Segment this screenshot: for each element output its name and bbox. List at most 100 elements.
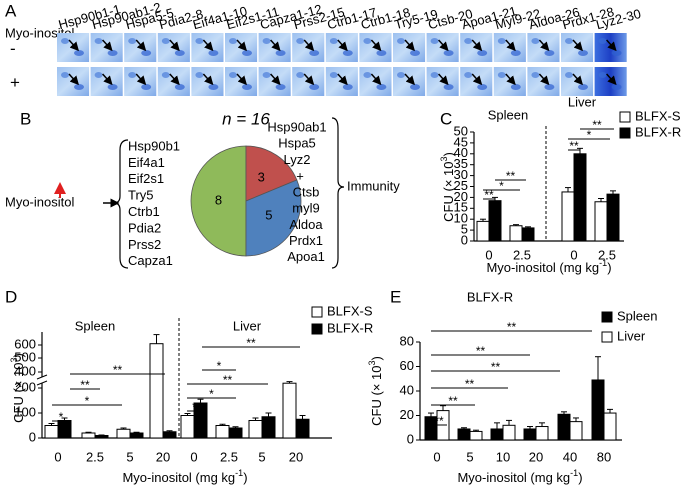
legend-label: BLFX-S: [327, 303, 373, 318]
gel-blob: [510, 84, 521, 90]
y-axis-label-part: ): [369, 356, 384, 360]
x-tick-label: 0: [485, 247, 492, 262]
y-tick-label: 80: [400, 333, 414, 348]
group-title: Spleen: [488, 107, 528, 122]
bar: [606, 193, 620, 242]
x-tick-label: 0: [190, 449, 197, 464]
gel-spot: [359, 67, 392, 96]
spot-arrow: [538, 39, 550, 52]
gel-blob: [128, 38, 137, 44]
spot-arrow: [572, 39, 584, 52]
gene-label: Lyz2: [284, 152, 311, 167]
spot-arrow: [606, 39, 617, 52]
gel-blob: [242, 50, 252, 56]
gel-spot: [191, 67, 224, 96]
gel-blob: [107, 50, 118, 56]
bar: [594, 201, 608, 242]
y-axis-label-part: ): [11, 353, 26, 357]
x-tick-label: 5: [126, 449, 133, 464]
gel-blob: [430, 38, 439, 44]
gel-blob: [229, 72, 237, 78]
spot-arrow: [270, 39, 281, 52]
y-tick-label: 15: [454, 200, 468, 215]
x-tick-label: 0: [54, 449, 61, 464]
x-tick-label: 2.5: [513, 247, 531, 262]
y-tick-label: 20: [400, 407, 414, 422]
y-tick-label: 500: [14, 349, 36, 364]
y-axis-label: CFU (× 103): [9, 353, 26, 423]
x-axis-label-part: Myo-inositol (mg kg: [486, 260, 599, 275]
gel-blob: [141, 84, 152, 90]
bar: [469, 430, 483, 441]
legend-swatch: [601, 311, 613, 323]
gel-blob: [397, 38, 405, 44]
gel-spot: [393, 33, 426, 62]
gel-spot: [561, 67, 594, 96]
gel-blob: [195, 72, 204, 78]
y-tick-label: 200: [14, 379, 36, 394]
pie-slice: [190, 145, 247, 257]
spot-arrow: [538, 73, 550, 86]
bar: [573, 153, 587, 242]
gel-spot: [258, 67, 291, 96]
spot-arrow: [135, 73, 147, 86]
y-axis-label-part: CFU (× 10: [11, 363, 26, 423]
y-axis-label-part: ): [441, 152, 456, 156]
gene-label: Hsp90ab1: [267, 119, 326, 134]
axis-break: [36, 374, 48, 380]
gel-blob: [262, 72, 271, 78]
gel-blob: [477, 50, 488, 56]
gene-label: Ctrb1: [128, 204, 160, 219]
gene-label: Hspa5: [278, 136, 316, 151]
y-tick-label: 0: [407, 431, 414, 446]
gel-blob: [74, 84, 84, 90]
x-axis-label: Myo-inositol (mg kg-1): [457, 468, 582, 485]
panel-label: E: [390, 287, 401, 306]
panel-label: D: [5, 287, 17, 306]
spot-arrow: [169, 73, 180, 86]
gel-spot: [426, 67, 459, 96]
pie-label: 8: [215, 192, 222, 207]
gel-blob: [342, 50, 353, 56]
spot-arrow: [68, 39, 80, 52]
bar: [476, 220, 490, 242]
spot-arrow: [303, 39, 315, 52]
spot-arrow: [202, 73, 214, 86]
y-tick-label: 20: [454, 189, 468, 204]
gel-blob: [397, 72, 405, 78]
bar: [180, 415, 195, 439]
y-axis-label-part: CFU (× 10: [369, 366, 384, 426]
group-title: Liver: [233, 318, 262, 333]
gel-blob: [262, 38, 271, 44]
gel-blob: [363, 38, 372, 44]
bar: [215, 425, 230, 439]
gel-blob: [376, 50, 387, 56]
gel-blob: [296, 72, 305, 78]
gel-blob: [544, 84, 555, 90]
gel-spot: [460, 33, 493, 62]
bar: [591, 379, 605, 441]
gel-blob: [464, 72, 473, 78]
row-sign: -: [10, 39, 16, 58]
y-tick-label: 5: [461, 222, 468, 237]
bar: [162, 431, 177, 439]
significance-label: **: [507, 320, 517, 334]
bar: [457, 428, 471, 441]
bar: [248, 420, 263, 439]
spot-arrow: [236, 73, 248, 86]
gel-spot: [225, 33, 258, 62]
gel-spot: [594, 33, 627, 62]
gel-blob: [161, 38, 170, 44]
spot-arrow: [471, 73, 483, 86]
gel-blob: [195, 38, 204, 44]
gel-spot: [325, 33, 358, 62]
y-axis-label: CFU (× 103): [439, 152, 456, 222]
gel-blob: [296, 38, 305, 44]
y-axis-label: CFU (× 103): [367, 356, 384, 426]
axis-break: [36, 380, 48, 386]
gene-label: Prss2: [128, 237, 161, 252]
x-tick-label: 80: [597, 449, 611, 464]
gel-blob: [74, 50, 84, 56]
gel-spot: [527, 67, 560, 96]
significance-label: **: [569, 139, 579, 153]
